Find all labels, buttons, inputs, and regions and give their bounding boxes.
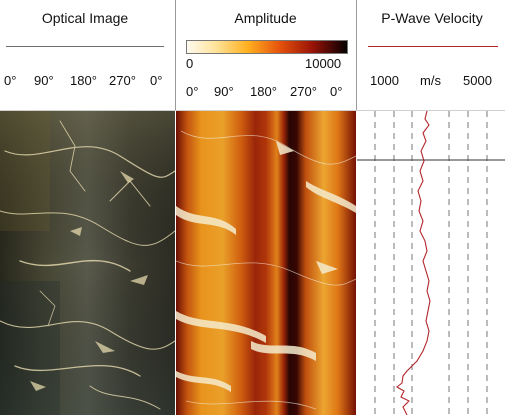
amplitude-scale-min: 0: [186, 56, 194, 71]
amplitude-tick-3: 270°: [290, 84, 317, 99]
velocity-scale-max: 5000: [463, 73, 492, 88]
track-separator-2: [356, 0, 357, 110]
amplitude-tick-1: 90°: [214, 84, 234, 99]
optical-image: [0, 111, 175, 415]
optical-tick-0: 0°: [4, 73, 17, 88]
amplitude-track-title: Amplitude: [234, 10, 297, 26]
amplitude-colorbar: [186, 40, 348, 54]
amplitude-tick-2: 180°: [250, 84, 277, 99]
velocity-curve-track: [357, 111, 505, 415]
optical-tick-4: 0°: [150, 73, 163, 88]
optical-tick-1: 90°: [34, 73, 54, 88]
header-divider: [0, 110, 505, 111]
amplitude-image: [176, 111, 356, 415]
optical-header-line: [6, 46, 164, 47]
optical-tick-2: 180°: [70, 73, 97, 88]
amplitude-scale-max: 10000: [305, 56, 342, 71]
optical-track-title: Optical Image: [41, 10, 129, 26]
velocity-unit: m/s: [420, 73, 441, 88]
amplitude-tick-0: 0°: [186, 84, 199, 99]
velocity-header-line: [368, 46, 498, 47]
velocity-scale-min: 1000: [370, 73, 399, 88]
optical-tick-3: 270°: [109, 73, 136, 88]
velocity-track-title: P-Wave Velocity: [381, 10, 483, 26]
track-separator-1: [175, 0, 176, 110]
amplitude-tick-4: 0°: [330, 84, 343, 99]
